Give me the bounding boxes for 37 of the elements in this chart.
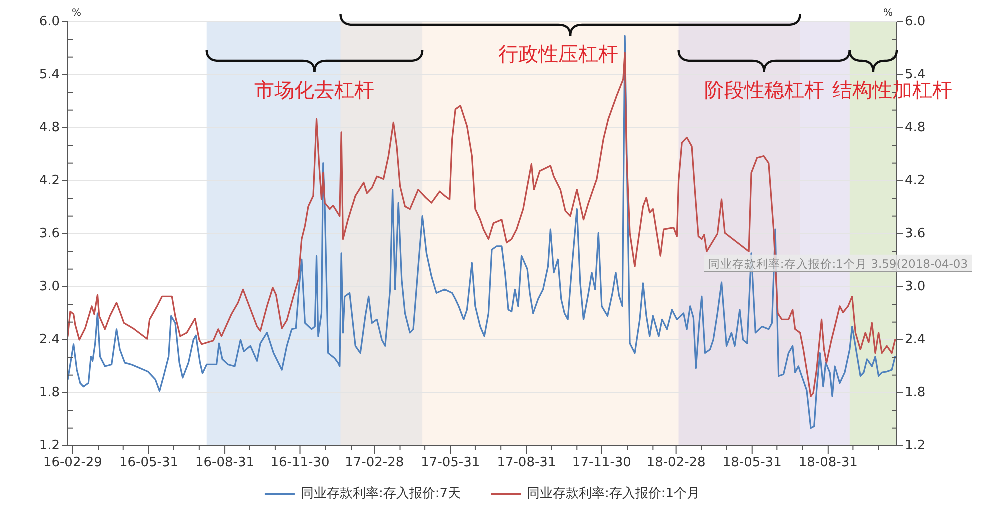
y2-tick-label: 3.6 [905,226,926,242]
band-label: 行政性压杠杆 [498,42,619,66]
x-tick-label: 16-08-31 [196,456,255,470]
legend-label: 同业存款利率:存入报价:1个月 [527,486,700,502]
x-tick-label: 17-05-31 [421,456,480,470]
y-tick-label: 3.0 [39,280,60,294]
y-tick-label: 4.8 [39,120,60,136]
y-tick-label: 6.0 [39,14,60,30]
band-label: 市场化去杠杆 [254,78,375,102]
band-label: 阶段性稳杠杆 [704,78,824,102]
y2-tick-label: 6.0 [905,14,926,30]
y2-tick-label: 4.2 [905,174,926,188]
annotation: 同业存款利率:存入报价:1个月 3.59(2018-04-03 [708,256,968,271]
y2-axis-title: % [883,8,893,19]
y-tick-label: 1.2 [39,438,60,454]
x-tick-label: 17-08-31 [497,456,556,470]
y-tick-label: 2.4 [39,332,60,348]
x-tick-label: 16-05-31 [119,456,179,470]
x-tick-label: 18-02-28 [646,456,706,470]
y2-tick-label: 3.0 [905,280,926,294]
legend-label: 同业存款利率:存入报价:7天 [300,486,461,502]
y-tick-label: 4.2 [39,174,60,188]
y2-tick-label: 1.8 [905,386,926,400]
x-tick-label: 18-08-31 [798,456,858,470]
y2-tick-label: 2.4 [905,332,926,348]
x-tick-label: 16-11-30 [270,456,330,470]
x-tick-label: 17-02-28 [345,456,404,470]
x-tick-label: 18-05-31 [722,456,782,470]
y2-tick-label: 1.2 [905,438,926,454]
x-tick-label: 16-02-29 [43,456,102,470]
y-axis-title: % [72,8,82,19]
y-tick-label: 1.8 [39,386,60,400]
x-tick-label: 17-11-30 [572,456,632,470]
y-tick-label: 5.4 [39,68,60,82]
tooltip: 同业存款利率:存入报价:1个月 3.59(2018-04-03 [704,254,973,272]
y2-tick-label: 4.8 [905,120,926,136]
y-tick-label: 3.6 [39,226,60,242]
